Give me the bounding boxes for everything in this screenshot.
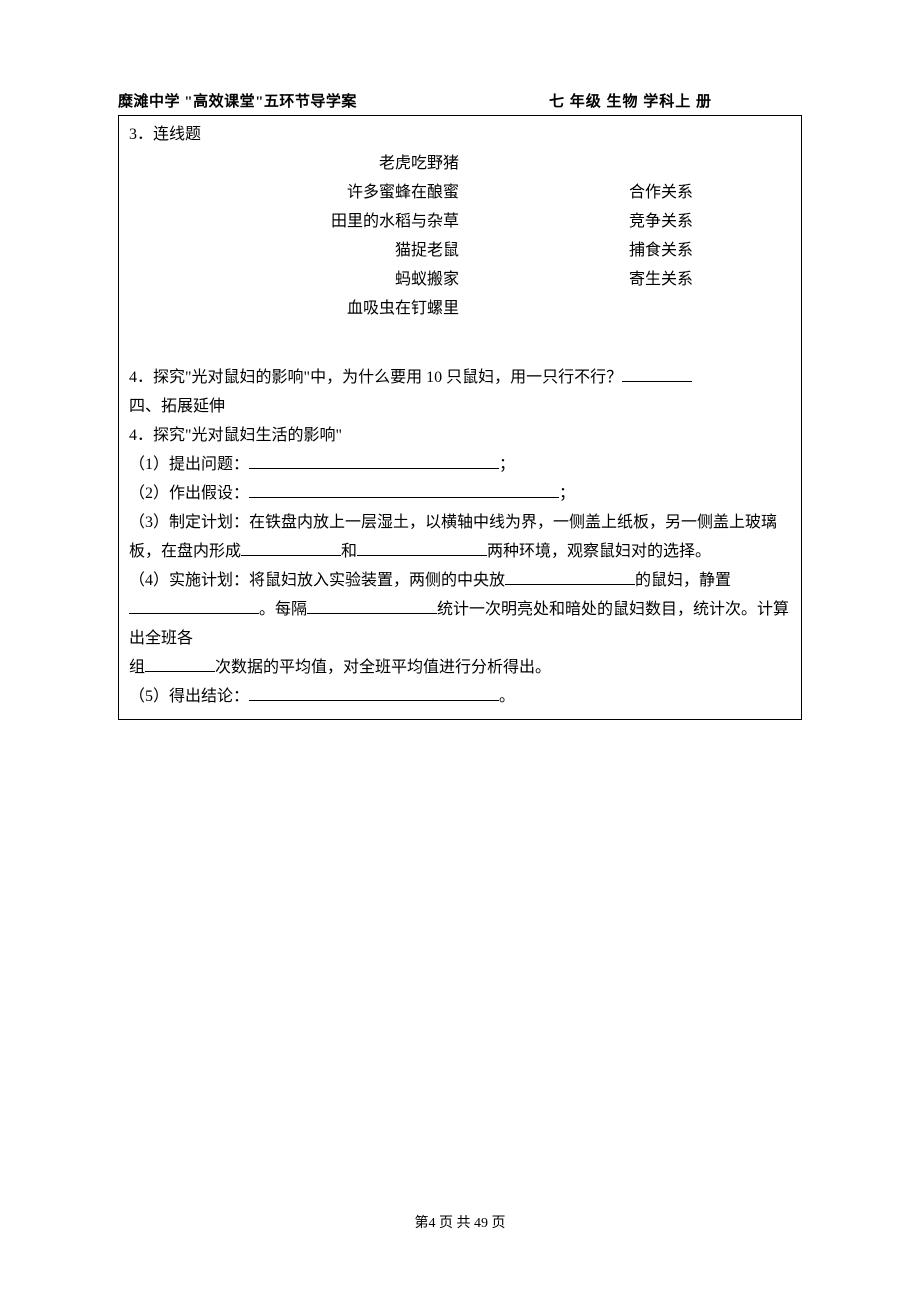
q4b-s1-tail: ；	[499, 456, 515, 473]
section4-title: 四、拓展延伸	[129, 392, 791, 421]
page-footer: 第4 页 共 49 页	[0, 1212, 920, 1232]
q4b-s4-f: 次数据的平均值，对全班平均值进行分析得出。	[215, 659, 551, 676]
q3-spacer	[469, 149, 629, 323]
q4b-s4-b: 的鼠妇，静置	[635, 572, 731, 589]
q3-left-item: 蚂蚁搬家	[129, 265, 459, 294]
fill-blank[interactable]	[145, 654, 215, 672]
q4b-s4-a: （4）实施计划：将鼠妇放入实验装置，两侧的中央放	[129, 572, 505, 589]
q3-left-item: 血吸虫在钉螺里	[129, 294, 459, 323]
fill-blank[interactable]	[249, 683, 499, 701]
q3-right-item: 捕食关系	[629, 236, 693, 265]
fill-blank[interactable]	[241, 538, 341, 556]
footer-page-current: 4	[429, 1216, 436, 1231]
q3-right-pad	[629, 149, 693, 178]
q3-left-item: 许多蜜蜂在酿蜜	[129, 178, 459, 207]
q4b-s4-e: 组	[129, 659, 145, 676]
q4b-s2-label: （2）作出假设：	[129, 485, 249, 502]
fill-blank[interactable]	[622, 364, 692, 382]
q4b-s1-label: （1）提出问题：	[129, 456, 249, 473]
footer-mid: 页 共	[436, 1216, 475, 1231]
footer-suffix: 页	[488, 1216, 506, 1231]
footer-prefix: 第	[415, 1216, 429, 1231]
q4a-text: 4．探究"光对鼠妇的影响"中，为什么要用 10 只鼠妇，用一只行不行？	[129, 369, 622, 386]
content-frame: 3．连线题 老虎吃野猪 许多蜜蜂在酿蜜 田里的水稻与杂草 猫捉老鼠 蚂蚁搬家 血…	[118, 116, 802, 720]
q4b-step4b: 组 次数据的平均值，对全班平均值进行分析得出。	[129, 653, 791, 682]
q3-left-item: 田里的水稻与杂草	[129, 207, 459, 236]
fill-blank[interactable]	[307, 596, 437, 614]
q4b-step3: （3）制定计划：在铁盘内放上一层湿土，以横轴中线为界，一侧盖上纸板，另一侧盖上玻…	[129, 508, 791, 566]
q4b-s4-c: 。每隔	[259, 601, 307, 618]
q4b-step1: （1）提出问题： ；	[129, 450, 791, 479]
q3-left-item: 老虎吃野猪	[129, 149, 459, 178]
q3-right-item: 合作关系	[629, 178, 693, 207]
fill-blank[interactable]	[357, 538, 487, 556]
q3-left-col: 老虎吃野猪 许多蜜蜂在酿蜜 田里的水稻与杂草 猫捉老鼠 蚂蚁搬家 血吸虫在钉螺里	[129, 149, 469, 323]
q4b-s5-label: （5）得出结论：	[129, 688, 249, 705]
q3-left-item: 猫捉老鼠	[129, 236, 459, 265]
q3-right-item: 寄生关系	[629, 265, 693, 294]
fill-blank[interactable]	[505, 567, 635, 585]
header-school: 糜滩中学 "高效课堂"五环节导学案	[118, 90, 549, 111]
footer-page-total: 49	[474, 1216, 488, 1231]
q3-title: 3．连线题	[129, 120, 791, 149]
q4b-step5: （5）得出结论： 。	[129, 682, 791, 711]
q4b-s2-tail: ；	[559, 485, 575, 502]
fill-blank[interactable]	[249, 451, 499, 469]
fill-blank[interactable]	[249, 480, 559, 498]
q4b-step2: （2）作出假设： ；	[129, 479, 791, 508]
q4a-line: 4．探究"光对鼠妇的影响"中，为什么要用 10 只鼠妇，用一只行不行？	[129, 363, 791, 392]
q3-right-col: 合作关系 竞争关系 捕食关系 寄生关系	[629, 149, 693, 323]
q4b-step4: （4）实施计划：将鼠妇放入实验装置，两侧的中央放的鼠妇，静置。每隔统计一次明亮处…	[129, 566, 791, 653]
q4b-s3-c: 两种环境，观察鼠妇对的选择。	[487, 543, 711, 560]
q4b-title: 4．探究"光对鼠妇生活的影响"	[129, 421, 791, 450]
page-header: 糜滩中学 "高效课堂"五环节导学案 七 年级 生物 学科上 册	[118, 90, 802, 116]
q3-matching: 老虎吃野猪 许多蜜蜂在酿蜜 田里的水稻与杂草 猫捉老鼠 蚂蚁搬家 血吸虫在钉螺里…	[129, 149, 791, 323]
q4b-s3-b: 和	[341, 543, 357, 560]
q3-right-item: 竞争关系	[629, 207, 693, 236]
fill-blank[interactable]	[129, 596, 259, 614]
q4b-s5-tail: 。	[499, 688, 515, 705]
header-grade: 七 年级 生物 学科上 册	[549, 90, 802, 111]
